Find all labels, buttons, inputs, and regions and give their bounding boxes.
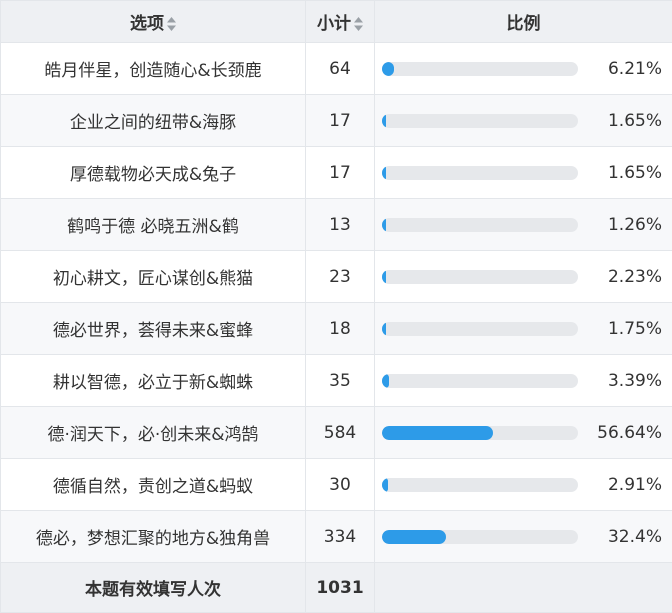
ratio-wrap: 56.64%	[382, 423, 662, 443]
total-row: 本题有效填写人次 1031	[1, 563, 672, 613]
ratio-wrap: 1.65%	[382, 163, 662, 183]
ratio-wrap: 6.21%	[382, 59, 662, 79]
ratio-cell: 6.21%	[375, 43, 672, 95]
ratio-wrap: 2.91%	[382, 475, 662, 495]
progress-bar-fill	[382, 426, 493, 440]
percent-label: 6.21%	[608, 59, 662, 79]
progress-bar-fill	[382, 374, 389, 388]
count-cell: 584	[306, 407, 375, 459]
percent-label: 3.39%	[608, 371, 662, 391]
option-cell: 德必世界，荟得未来&蜜蜂	[1, 303, 306, 355]
progress-bar-track	[382, 270, 578, 284]
option-cell: 初心耕文，匠心谋创&熊猫	[1, 251, 306, 303]
progress-bar-fill	[382, 114, 386, 128]
ratio-cell: 1.26%	[375, 199, 672, 251]
sort-icon[interactable]	[167, 17, 176, 31]
count-cell: 17	[306, 147, 375, 199]
ratio-cell: 56.64%	[375, 407, 672, 459]
ratio-header-label: 比例	[507, 14, 541, 34]
progress-bar-track	[382, 218, 578, 232]
count-header-label: 小计	[317, 14, 351, 34]
percent-label: 56.64%	[597, 423, 662, 443]
ratio-column-header: 比例	[375, 1, 672, 43]
ratio-cell: 32.4%	[375, 511, 672, 563]
ratio-cell: 1.65%	[375, 95, 672, 147]
ratio-cell: 2.91%	[375, 459, 672, 511]
progress-bar-track	[382, 478, 578, 492]
progress-bar-track	[382, 426, 578, 440]
ratio-wrap: 1.26%	[382, 215, 662, 235]
progress-bar-fill	[382, 478, 388, 492]
option-cell: 厚德载物必天成&兔子	[1, 147, 306, 199]
progress-bar-fill	[382, 530, 446, 544]
sort-icon[interactable]	[354, 17, 363, 31]
count-cell: 13	[306, 199, 375, 251]
ratio-cell: 3.39%	[375, 355, 672, 407]
ratio-wrap: 32.4%	[382, 527, 662, 547]
progress-bar-track	[382, 530, 578, 544]
progress-bar-fill	[382, 166, 386, 180]
total-count: 1031	[306, 563, 375, 613]
count-cell: 23	[306, 251, 375, 303]
percent-label: 1.65%	[608, 111, 662, 131]
count-cell: 17	[306, 95, 375, 147]
ratio-wrap: 1.65%	[382, 111, 662, 131]
progress-bar-fill	[382, 322, 386, 336]
option-cell: 德必，梦想汇聚的地方&独角兽	[1, 511, 306, 563]
percent-label: 1.65%	[608, 163, 662, 183]
percent-label: 32.4%	[608, 527, 662, 547]
count-cell: 30	[306, 459, 375, 511]
progress-bar-track	[382, 114, 578, 128]
percent-label: 2.23%	[608, 267, 662, 287]
option-cell: 德·润天下，必·创未来&鸿鹄	[1, 407, 306, 459]
progress-bar-track	[382, 166, 578, 180]
count-cell: 64	[306, 43, 375, 95]
ratio-cell: 2.23%	[375, 251, 672, 303]
option-cell: 企业之间的纽带&海豚	[1, 95, 306, 147]
ratio-wrap: 1.75%	[382, 319, 662, 339]
progress-bar-fill	[382, 218, 386, 232]
ratio-cell: 1.65%	[375, 147, 672, 199]
progress-bar-track	[382, 374, 578, 388]
progress-bar-fill	[382, 62, 394, 76]
total-label: 本题有效填写人次	[1, 563, 306, 613]
percent-label: 2.91%	[608, 475, 662, 495]
option-column-header[interactable]: 选项	[1, 1, 306, 43]
progress-bar-track	[382, 322, 578, 336]
count-column-header[interactable]: 小计	[306, 1, 375, 43]
total-empty-cell	[375, 563, 672, 613]
ratio-wrap: 3.39%	[382, 371, 662, 391]
option-cell: 德循自然，责创之道&蚂蚁	[1, 459, 306, 511]
header-row: 选项 小计 比例	[1, 1, 672, 43]
count-cell: 334	[306, 511, 375, 563]
ratio-cell: 1.75%	[375, 303, 672, 355]
progress-bar-fill	[382, 270, 386, 284]
percent-label: 1.26%	[608, 215, 662, 235]
progress-bar-track	[382, 62, 578, 76]
count-cell: 35	[306, 355, 375, 407]
option-cell: 鹤鸣于德 必晓五洲&鹤	[1, 199, 306, 251]
option-header-label: 选项	[130, 14, 164, 34]
percent-label: 1.75%	[608, 319, 662, 339]
ratio-wrap: 2.23%	[382, 267, 662, 287]
option-cell: 皓月伴星，创造随心&长颈鹿	[1, 43, 306, 95]
option-cell: 耕以智德，必立于新&蜘蛛	[1, 355, 306, 407]
count-cell: 18	[306, 303, 375, 355]
